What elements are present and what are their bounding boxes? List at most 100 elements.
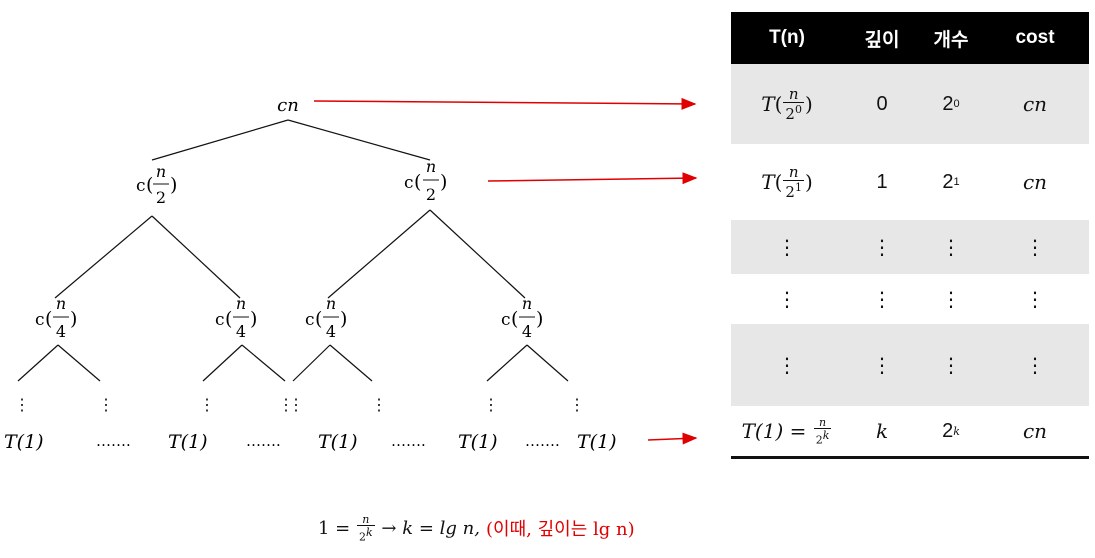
leaf-node: T(1) <box>577 431 617 453</box>
frac-num: n <box>522 294 532 313</box>
depth-caption: 1 = n 2k → k = lg n, (이때, 깊이는 lg n) <box>318 514 635 543</box>
svg-text:⋮: ⋮ <box>569 395 585 414</box>
header-cost: cost <box>1015 27 1055 48</box>
header-tn: T(n) <box>769 27 805 48</box>
cell-vdots: ⋮ <box>941 353 961 377</box>
table-row: ⋮ ⋮ ⋮ ⋮ <box>731 220 1089 274</box>
node-prefix: c <box>305 310 315 330</box>
node-level2-c: c ( n 4 ) <box>305 294 347 341</box>
edge-l1b-l2c <box>327 209 431 299</box>
arrow-root-to-row0 <box>313 97 697 110</box>
header-count: 개수 <box>933 29 969 51</box>
frac-den: 4 <box>522 322 532 341</box>
edge-l2b-right <box>241 344 286 382</box>
frac-num: n <box>326 294 336 313</box>
paren-close: ) <box>170 174 177 196</box>
arrow-level1-to-row1 <box>487 172 698 185</box>
frac-den: 2 <box>426 185 436 204</box>
caption-arrow: → <box>381 517 397 539</box>
tree-vdots: ⋮ ⋮ ⋮ ⋮ ⋮ ⋮ ⋮ ⋮ <box>14 395 585 414</box>
cell-vdots: ⋮ <box>1025 235 1045 259</box>
node-level2-d: c ( n 4 ) <box>501 294 543 341</box>
tree-edges <box>17 119 569 382</box>
svg-text:⋮: ⋮ <box>199 395 215 414</box>
node-level2-a: c ( n 4 ) <box>35 294 77 341</box>
node-prefix: c <box>501 310 511 330</box>
leaf-ellipsis: ……. <box>525 432 560 450</box>
frac-num: n <box>156 162 166 181</box>
frac-num: n <box>236 294 246 313</box>
table-bottom-rule <box>731 456 1089 459</box>
svg-text:⋮: ⋮ <box>278 395 294 414</box>
leaf-node: T(1) <box>4 431 44 453</box>
table-header: T(n) 깊이 개수 cost <box>731 12 1089 64</box>
cell-tn: T( n 20) <box>761 84 813 123</box>
edge-l1a-l2a <box>54 215 153 299</box>
edge-l2d-left <box>486 344 528 382</box>
cell-cost: cn <box>1022 92 1048 116</box>
cell-vdots: ⋮ <box>872 287 892 311</box>
svg-text:⋮: ⋮ <box>371 395 387 414</box>
node-prefix: c <box>404 173 414 193</box>
cell-vdots: ⋮ <box>777 235 797 259</box>
caption-lhs: 1 = <box>318 517 351 539</box>
paren-open: ( <box>414 171 421 193</box>
cell-cost: cn <box>1022 170 1048 194</box>
cell-tn: T(1) = n 2k <box>741 415 832 447</box>
frac-num: n <box>56 294 66 313</box>
edge-l2a-right <box>57 344 101 382</box>
leaf-node: T(1) <box>458 431 498 453</box>
leaf-ellipsis: ……. <box>391 432 426 450</box>
svg-text:⋮: ⋮ <box>98 395 114 414</box>
cell-cost: cn <box>1022 419 1048 443</box>
cell-vdots: ⋮ <box>941 287 961 311</box>
paren-open: ( <box>45 308 52 330</box>
frac-den: 2 <box>156 188 166 207</box>
paren-close: ) <box>70 308 77 330</box>
node-level1-left: c ( n 2 ) <box>136 162 177 207</box>
node-level1-right: c ( n 2 ) <box>404 157 447 204</box>
edge-l2d-right <box>526 344 569 382</box>
tree-leaves: T(1) T(1) T(1) T(1) T(1) <box>4 431 617 453</box>
frac-num: n <box>426 157 436 176</box>
cell-vdots: ⋮ <box>872 235 892 259</box>
leaf-ellipsis: ……. <box>246 432 281 450</box>
edge-l1a-l2b <box>151 215 241 299</box>
leaf-node: T(1) <box>318 431 358 453</box>
edge-root-right <box>287 119 431 161</box>
leaf-ellipses: ……. ……. ……. ……. <box>96 432 560 450</box>
paren-close: ) <box>440 171 447 193</box>
node-prefix: c <box>215 310 225 330</box>
paren-open: ( <box>146 174 153 196</box>
edge-l2c-right <box>329 344 373 382</box>
node-prefix: c <box>136 176 146 196</box>
paren-close: ) <box>536 308 543 330</box>
edge-l2c-left <box>292 344 331 382</box>
table-row: ⋮ ⋮ ⋮ ⋮ <box>731 324 1089 406</box>
cell-vdots: ⋮ <box>941 235 961 259</box>
leaf-node: T(1) <box>168 431 208 453</box>
paren-open: ( <box>315 308 322 330</box>
cell-vdots: ⋮ <box>777 287 797 311</box>
svg-text:⋮: ⋮ <box>14 395 30 414</box>
table-row: ⋮ ⋮ ⋮ ⋮ <box>731 274 1089 324</box>
paren-close: ) <box>250 308 257 330</box>
paren-close: ) <box>340 308 347 330</box>
paren-open: ( <box>511 308 518 330</box>
edge-root-left <box>151 119 289 161</box>
cell-vdots: ⋮ <box>1025 287 1045 311</box>
node-prefix: c <box>35 310 45 330</box>
red-arrows <box>313 97 698 445</box>
node-level2-b: c ( n 4 ) <box>215 294 257 341</box>
header-depth: 깊이 <box>864 29 900 51</box>
cell-depth: 1 <box>876 170 888 193</box>
edge-l2b-left <box>202 344 243 382</box>
cell-tn: T( n 21) <box>761 162 813 201</box>
caption-rhs: k = lg n, <box>402 517 480 539</box>
